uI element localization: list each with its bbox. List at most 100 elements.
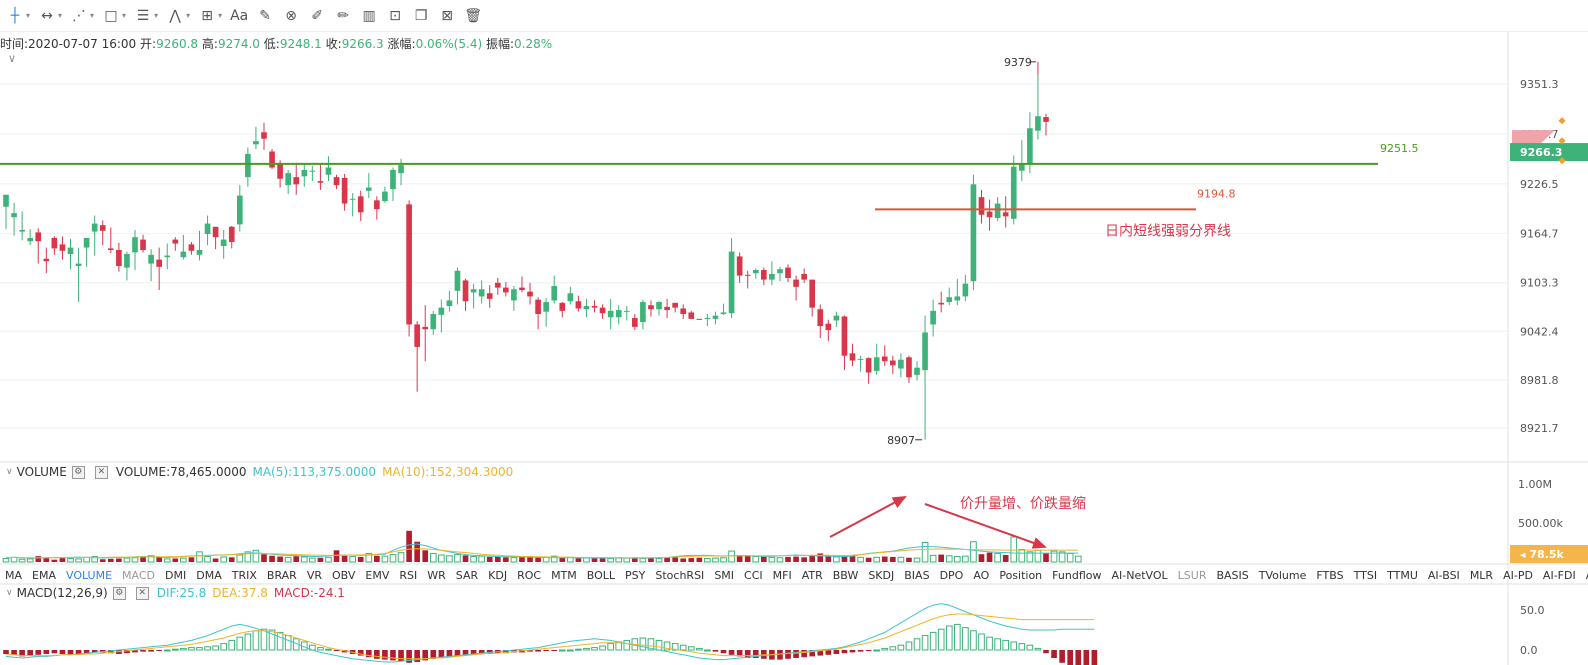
macd-hist-bar	[527, 650, 533, 652]
indicator-tab[interactable]: BIAS	[904, 568, 930, 582]
indicator-tab[interactable]: TVolume	[1258, 568, 1307, 582]
indicator-tab[interactable]: CCI	[744, 568, 763, 582]
volume-bar	[503, 557, 509, 562]
marker-diamond	[1558, 157, 1566, 165]
macd-settings-icon[interactable]: ⚙	[112, 586, 126, 600]
indicator-tab[interactable]: WR	[427, 568, 446, 582]
volume-bar	[825, 556, 832, 562]
measure-tool-button[interactable]: ⊞ ▾	[198, 4, 222, 28]
indicator-tab[interactable]: RSI	[399, 568, 418, 582]
volume-bar	[494, 556, 501, 562]
candle-body	[293, 177, 300, 185]
volume-close-icon[interactable]: ✕	[94, 465, 108, 479]
indicator-tab[interactable]: TTSI	[1353, 568, 1378, 582]
macd-hist-bar	[1018, 643, 1026, 651]
macd-hist-bar	[11, 650, 17, 655]
brush-tool-button[interactable]: ✎	[256, 4, 274, 28]
indicator-tab[interactable]: BRAR	[266, 568, 297, 582]
ruler-tool-button[interactable]: ✐	[308, 4, 326, 28]
indicator-tab[interactable]: MACD	[122, 568, 156, 582]
indicator-tab[interactable]: AI-FDI	[1542, 568, 1576, 582]
candle-body	[406, 204, 412, 325]
indicator-tab[interactable]: SKDJ	[868, 568, 895, 582]
indicator-tab[interactable]: TRIX	[231, 568, 257, 582]
indicator-tab[interactable]: EMV	[365, 568, 390, 582]
indicator-tab[interactable]: MLR	[1469, 568, 1494, 582]
indicator-tab[interactable]: SMI	[714, 568, 735, 582]
volume-bar	[341, 555, 348, 562]
indicator-tab[interactable]: DPO	[939, 568, 964, 582]
indicator-tab[interactable]: MTM	[551, 568, 577, 582]
indicator-tab[interactable]: BASIS	[1216, 568, 1249, 582]
volume-bar	[429, 552, 437, 563]
wave-tool-button[interactable]: ⋀ ▾	[166, 4, 190, 28]
stack-tool-button[interactable]: ▥	[360, 4, 378, 28]
crosshair-tool-button[interactable]: ┼ ▾	[6, 4, 30, 28]
macd-hist-bar	[551, 650, 558, 651]
hide-tool-button[interactable]: ⊠	[438, 4, 456, 28]
candle-body	[470, 289, 477, 293]
indicator-tab[interactable]: PSY	[625, 568, 646, 582]
indicator-tab[interactable]: BOLL	[586, 568, 616, 582]
indicator-tab[interactable]: AO	[973, 568, 990, 582]
volume-bar	[591, 557, 598, 562]
indicator-tab[interactable]: SAR	[455, 568, 479, 582]
high-marker-tag	[1512, 130, 1555, 145]
volume-bar	[1066, 552, 1074, 563]
macd-collapse-icon[interactable]: ∨	[6, 588, 13, 598]
candle-body	[99, 225, 106, 231]
candle-body	[664, 306, 670, 311]
indicator-tab[interactable]: Fundflow	[1052, 568, 1102, 582]
indicator-tab[interactable]: EMA	[32, 568, 56, 582]
macd-hist-bar	[196, 647, 203, 651]
candle-body	[1043, 117, 1049, 122]
dropdown-caret-icon[interactable]: ▾	[122, 11, 127, 20]
indicator-tab[interactable]: VOLUME	[65, 568, 113, 582]
candle-body	[228, 226, 235, 242]
indicator-tab[interactable]: KDJ	[488, 568, 508, 582]
indicator-tab[interactable]: MFI	[772, 568, 792, 582]
indicator-tab[interactable]: OBV	[332, 568, 356, 582]
indicator-tab[interactable]: AI-LI	[1586, 569, 1588, 582]
collapse-chevron-icon[interactable]: ∨	[8, 52, 17, 65]
dropdown-caret-icon[interactable]: ▾	[26, 11, 31, 20]
indicator-tab[interactable]: LSUR	[1177, 568, 1207, 582]
lock-tool-button[interactable]: ⊡	[386, 4, 404, 28]
magnet-tool-button[interactable]: ⊗	[282, 4, 300, 28]
indicator-tab[interactable]: BBW	[832, 568, 859, 582]
copy-tool-button[interactable]: ❐	[412, 4, 430, 28]
indicator-tab[interactable]: AI-NetVOL	[1111, 568, 1168, 582]
indicator-tab[interactable]: ATR	[801, 568, 823, 582]
horizontal-line-tool-button[interactable]: ↔ ▾	[38, 4, 62, 28]
indicator-tab[interactable]: VR	[306, 568, 322, 582]
indicator-tab[interactable]: AI-PD	[1503, 568, 1533, 582]
macd-hist-bar	[962, 627, 969, 651]
indicator-tab[interactable]: DMA	[196, 568, 222, 582]
trend-line-tool-button[interactable]: ⋰ ▾	[70, 4, 94, 28]
indicator-tab[interactable]: TTMU	[1387, 568, 1418, 582]
indicator-tab[interactable]: AI-BSI	[1427, 568, 1460, 582]
pencil-tool-button[interactable]: ✏	[334, 4, 352, 28]
macd-close-icon[interactable]: ✕	[135, 586, 149, 600]
text-tool-button[interactable]: Aa	[230, 4, 248, 28]
time-label: 时间:	[0, 37, 29, 51]
indicator-tab[interactable]: ROC	[517, 568, 542, 582]
dropdown-caret-icon[interactable]: ▾	[154, 11, 159, 20]
dropdown-caret-icon[interactable]: ▾	[90, 11, 95, 20]
volume-collapse-icon[interactable]: ∨	[6, 467, 13, 477]
macd-hist-bar	[390, 650, 396, 661]
dropdown-caret-icon[interactable]: ▾	[218, 11, 223, 20]
indicator-tab[interactable]: FTBS	[1316, 568, 1344, 582]
fib-tool-button[interactable]: ☰ ▾	[134, 4, 158, 28]
macd-hist-bar	[945, 625, 953, 651]
trash-tool-button[interactable]: 🗑	[464, 4, 482, 28]
volume-settings-icon[interactable]: ⚙	[71, 465, 85, 479]
macd-hist-bar	[857, 650, 864, 652]
indicator-tab[interactable]: Position	[999, 568, 1043, 582]
indicator-tab[interactable]: MA	[5, 568, 23, 582]
indicator-tab[interactable]: StochRSI	[655, 568, 705, 582]
rectangle-tool-button[interactable]: □ ▾	[102, 4, 126, 28]
indicator-tab[interactable]: DMI	[165, 568, 187, 582]
dropdown-caret-icon[interactable]: ▾	[186, 11, 191, 20]
dropdown-caret-icon[interactable]: ▾	[58, 11, 63, 20]
